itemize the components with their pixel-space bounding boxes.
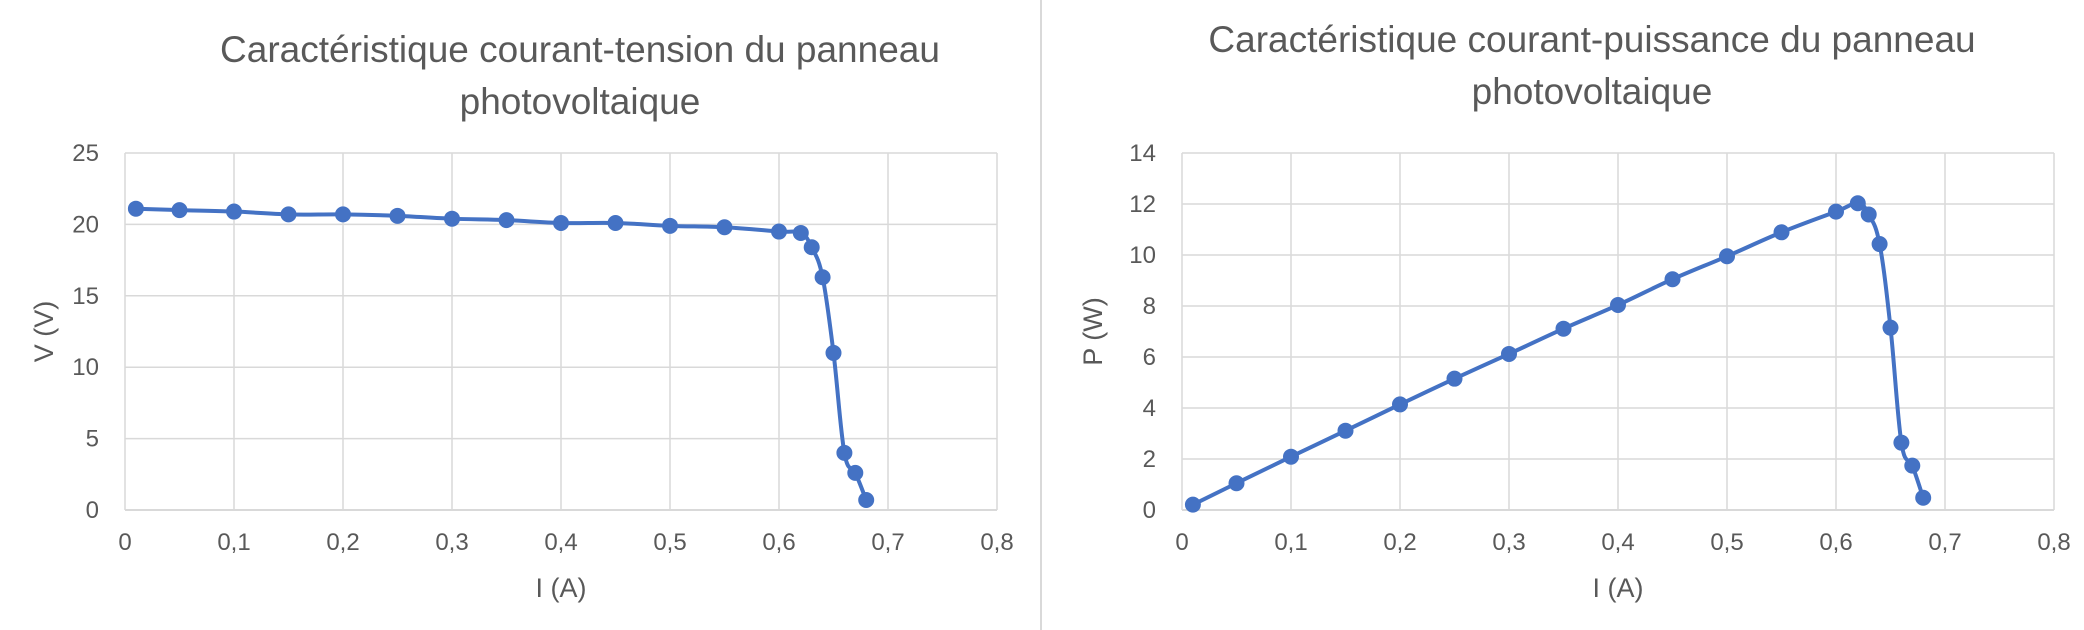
y-tick-label: 4 bbox=[1143, 395, 1156, 422]
data-point bbox=[444, 210, 460, 227]
y-tick-label: 20 bbox=[72, 211, 99, 238]
y-tick-label: 0 bbox=[86, 497, 99, 524]
y-tick-label: 8 bbox=[1143, 293, 1156, 320]
x-tick-label: 0,3 bbox=[435, 529, 468, 556]
data-point bbox=[171, 202, 188, 219]
y-tick-label: 5 bbox=[86, 426, 99, 453]
chart-title: Caractéristique courant-puissance du pan… bbox=[1142, 14, 2042, 118]
data-point bbox=[1184, 496, 1201, 513]
x-axis-title: I (A) bbox=[1593, 573, 1644, 603]
data-point bbox=[1228, 475, 1245, 492]
data-point bbox=[1664, 271, 1681, 288]
x-tick-label: 0,1 bbox=[1274, 529, 1307, 556]
y-tick-label: 12 bbox=[1129, 191, 1156, 218]
data-point bbox=[1392, 396, 1408, 413]
data-point bbox=[1828, 203, 1844, 220]
y-tick-label: 10 bbox=[1129, 242, 1156, 269]
data-point bbox=[836, 444, 853, 461]
data-point bbox=[858, 492, 875, 509]
data-point bbox=[335, 206, 351, 223]
data-point bbox=[1283, 448, 1299, 465]
data-point bbox=[814, 269, 831, 286]
data-point bbox=[1871, 236, 1888, 253]
y-tick-label: 10 bbox=[72, 354, 99, 381]
chart-title-line-2: photovoltaique bbox=[1471, 71, 1713, 112]
x-tick-label: 0,6 bbox=[762, 529, 795, 556]
y-axis-title: V (V) bbox=[29, 301, 59, 363]
chart-title-line-1: Caractéristique courant-tension du panne… bbox=[220, 29, 940, 70]
y-axis-title: P (W) bbox=[1078, 297, 1108, 366]
y-tick-label: 14 bbox=[1129, 140, 1156, 167]
x-tick-label: 0 bbox=[1175, 529, 1188, 556]
x-tick-label: 0,4 bbox=[1601, 529, 1634, 556]
x-tick-label: 0 bbox=[118, 529, 131, 556]
data-point bbox=[553, 214, 569, 231]
data-point bbox=[607, 214, 624, 231]
data-point bbox=[825, 344, 842, 361]
power-chart-panel: Caractéristique courant-puissance du pan… bbox=[1042, 0, 2084, 630]
data-point bbox=[1860, 206, 1877, 223]
y-tick-label: 25 bbox=[72, 140, 99, 167]
data-point bbox=[771, 223, 787, 240]
x-tick-label: 0,3 bbox=[1492, 529, 1525, 556]
data-point bbox=[1893, 434, 1910, 451]
x-tick-label: 0,5 bbox=[653, 529, 686, 556]
x-tick-label: 0,7 bbox=[1928, 529, 1961, 556]
x-tick-label: 0,2 bbox=[326, 529, 359, 556]
y-tick-label: 6 bbox=[1143, 344, 1156, 371]
y-tick-label: 15 bbox=[72, 283, 99, 310]
data-point bbox=[127, 200, 144, 217]
data-point bbox=[662, 217, 678, 234]
data-point bbox=[226, 203, 242, 220]
x-tick-label: 0,5 bbox=[1710, 529, 1743, 556]
chart-title-line-2: photovoltaique bbox=[459, 81, 701, 122]
data-point bbox=[792, 224, 809, 241]
data-point bbox=[1915, 489, 1932, 506]
voltage-chart-panel: Caractéristique courant-tension du panne… bbox=[0, 0, 1040, 630]
data-point bbox=[1849, 195, 1866, 212]
x-tick-label: 0,8 bbox=[980, 529, 1013, 556]
x-tick-label: 0,6 bbox=[1819, 529, 1852, 556]
data-point bbox=[280, 206, 297, 223]
data-point bbox=[1773, 224, 1790, 241]
x-tick-label: 0,4 bbox=[544, 529, 577, 556]
chart-separator bbox=[1040, 0, 1042, 630]
data-point bbox=[1501, 345, 1517, 362]
power-chart-svg: 0 0,1 0,2 0,3 0,4 0,5 0,6 0,7 0,8 0 2 4 6 8 10 12 14 I (A… bbox=[1078, 140, 2071, 603]
data-point bbox=[1882, 319, 1899, 336]
x-tick-label: 0,7 bbox=[871, 529, 904, 556]
series-line bbox=[133, 206, 869, 503]
y-tick-label: 2 bbox=[1143, 446, 1156, 473]
x-tick-label: 0,2 bbox=[1383, 529, 1416, 556]
x-axis-title: I (A) bbox=[536, 573, 587, 603]
data-point bbox=[1610, 296, 1626, 313]
data-point bbox=[847, 464, 864, 481]
voltage-chart-svg: 0 0,1 0,2 0,3 0,4 0,5 0,6 0,7 0,8 0 5 10 15 20 25 I (A)… bbox=[29, 140, 1014, 603]
x-tick-label: 0,8 bbox=[2037, 529, 2070, 556]
data-point bbox=[1555, 320, 1572, 337]
data-point bbox=[803, 239, 820, 256]
data-point bbox=[1337, 422, 1354, 439]
chart-title: Caractéristique courant-tension du panne… bbox=[130, 24, 1030, 128]
data-point bbox=[1904, 457, 1921, 474]
data-point bbox=[716, 219, 733, 236]
data-point bbox=[1719, 248, 1735, 265]
y-tick-label: 0 bbox=[1143, 497, 1156, 524]
data-point bbox=[1446, 370, 1463, 387]
data-point bbox=[389, 207, 406, 224]
data-point bbox=[498, 212, 515, 229]
chart-title-line-1: Caractéristique courant-puissance du pan… bbox=[1208, 19, 1976, 60]
x-tick-label: 0,1 bbox=[217, 529, 250, 556]
